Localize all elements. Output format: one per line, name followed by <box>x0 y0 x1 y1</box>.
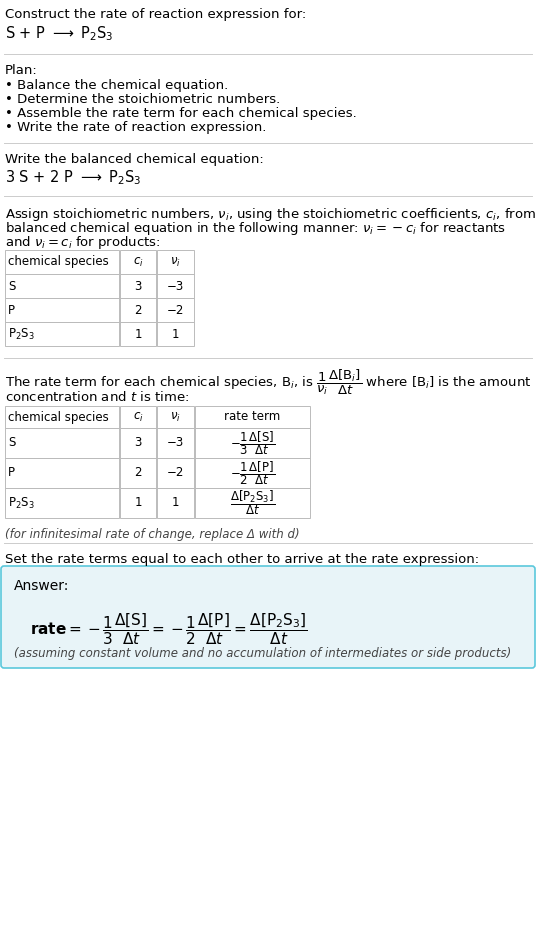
Text: $\mathbf{rate} = -\dfrac{1}{3}\dfrac{\Delta[\mathrm{S}]}{\Delta t} = -\dfrac{1}{: $\mathbf{rate} = -\dfrac{1}{3}\dfrac{\De… <box>30 611 308 647</box>
Bar <box>157 428 194 458</box>
Text: 3: 3 <box>135 436 142 449</box>
Text: 1: 1 <box>172 327 179 341</box>
Bar <box>157 298 194 322</box>
Bar <box>195 488 310 518</box>
Text: S: S <box>8 279 16 292</box>
Text: $\dfrac{\Delta[\mathrm{P_2S_3}]}{\Delta t}$: $\dfrac{\Delta[\mathrm{P_2S_3}]}{\Delta … <box>230 488 275 517</box>
Text: Plan:: Plan: <box>5 64 38 77</box>
Text: Set the rate terms equal to each other to arrive at the rate expression:: Set the rate terms equal to each other t… <box>5 553 479 566</box>
Text: 1: 1 <box>172 497 179 510</box>
Text: balanced chemical equation in the following manner: $\nu_i = -c_i$ for reactants: balanced chemical equation in the follow… <box>5 220 506 237</box>
Bar <box>157 406 194 428</box>
Text: 3: 3 <box>135 279 142 292</box>
Text: $\nu_i$: $\nu_i$ <box>170 411 181 424</box>
Bar <box>5 298 119 322</box>
Bar <box>5 488 119 518</box>
Text: −2: −2 <box>167 466 184 480</box>
Bar <box>120 488 156 518</box>
Text: (assuming constant volume and no accumulation of intermediates or side products): (assuming constant volume and no accumul… <box>14 647 511 660</box>
Bar <box>195 428 310 458</box>
Text: $-\dfrac{1}{2}\dfrac{\Delta[\mathrm{P}]}{\Delta t}$: $-\dfrac{1}{2}\dfrac{\Delta[\mathrm{P}]}… <box>230 459 275 487</box>
Text: $\nu_i$: $\nu_i$ <box>170 255 181 269</box>
Bar <box>5 274 119 298</box>
Bar <box>120 274 156 298</box>
Text: Answer:: Answer: <box>14 579 69 593</box>
Bar <box>5 428 119 458</box>
Bar <box>120 406 156 428</box>
Text: −3: −3 <box>167 436 184 449</box>
Text: P: P <box>8 466 15 480</box>
Text: P$_2$S$_3$: P$_2$S$_3$ <box>8 326 35 342</box>
Bar <box>120 298 156 322</box>
Text: S + P $\longrightarrow$ P$_2$S$_3$: S + P $\longrightarrow$ P$_2$S$_3$ <box>5 24 114 43</box>
Text: and $\nu_i = c_i$ for products:: and $\nu_i = c_i$ for products: <box>5 234 161 251</box>
Bar <box>157 250 194 274</box>
Text: • Determine the stoichiometric numbers.: • Determine the stoichiometric numbers. <box>5 93 280 106</box>
Bar <box>120 250 156 274</box>
Text: −3: −3 <box>167 279 184 292</box>
Text: $c_i$: $c_i$ <box>132 255 143 269</box>
Text: P$_2$S$_3$: P$_2$S$_3$ <box>8 496 35 511</box>
Text: Write the balanced chemical equation:: Write the balanced chemical equation: <box>5 153 264 166</box>
Bar <box>120 458 156 488</box>
Bar <box>5 406 119 428</box>
Text: P: P <box>8 304 15 317</box>
Text: Assign stoichiometric numbers, $\nu_i$, using the stoichiometric coefficients, $: Assign stoichiometric numbers, $\nu_i$, … <box>5 206 536 223</box>
Text: 2: 2 <box>134 304 142 317</box>
Text: Construct the rate of reaction expression for:: Construct the rate of reaction expressio… <box>5 8 306 21</box>
Bar <box>157 458 194 488</box>
Text: chemical species: chemical species <box>8 411 109 424</box>
Text: S: S <box>8 436 16 449</box>
Bar <box>5 458 119 488</box>
Bar <box>157 322 194 346</box>
Text: chemical species: chemical species <box>8 255 109 269</box>
Text: $-\dfrac{1}{3}\dfrac{\Delta[\mathrm{S}]}{\Delta t}$: $-\dfrac{1}{3}\dfrac{\Delta[\mathrm{S}]}… <box>230 429 275 457</box>
Bar <box>5 250 119 274</box>
Bar <box>157 488 194 518</box>
Bar <box>120 322 156 346</box>
Text: rate term: rate term <box>225 411 281 424</box>
Bar <box>5 322 119 346</box>
Bar <box>157 274 194 298</box>
Bar <box>195 406 310 428</box>
Text: • Balance the chemical equation.: • Balance the chemical equation. <box>5 79 228 92</box>
Bar <box>120 428 156 458</box>
Text: $c_i$: $c_i$ <box>132 411 143 424</box>
Text: 1: 1 <box>134 327 142 341</box>
Text: 3 S + 2 P $\longrightarrow$ P$_2$S$_3$: 3 S + 2 P $\longrightarrow$ P$_2$S$_3$ <box>5 168 142 186</box>
FancyBboxPatch shape <box>1 566 535 668</box>
Text: The rate term for each chemical species, B$_i$, is $\dfrac{1}{\nu_i}\dfrac{\Delt: The rate term for each chemical species,… <box>5 368 531 397</box>
Text: −2: −2 <box>167 304 184 317</box>
Text: (for infinitesimal rate of change, replace Δ with d): (for infinitesimal rate of change, repla… <box>5 528 300 541</box>
Text: concentration and $t$ is time:: concentration and $t$ is time: <box>5 390 189 404</box>
Text: • Write the rate of reaction expression.: • Write the rate of reaction expression. <box>5 121 266 134</box>
Text: 2: 2 <box>134 466 142 480</box>
Text: • Assemble the rate term for each chemical species.: • Assemble the rate term for each chemic… <box>5 107 357 120</box>
Text: 1: 1 <box>134 497 142 510</box>
Bar <box>195 458 310 488</box>
